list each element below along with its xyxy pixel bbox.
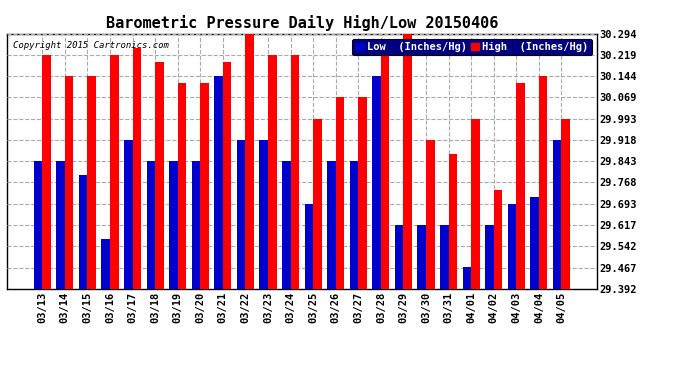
Bar [101, 239, 110, 289]
Bar [381, 55, 389, 289]
Bar [539, 76, 547, 289]
Bar [57, 161, 65, 289]
Bar [42, 55, 51, 289]
Bar [246, 34, 254, 289]
Bar [373, 76, 381, 289]
Bar [313, 119, 322, 289]
Bar [508, 204, 516, 289]
Bar [404, 34, 412, 289]
Bar [132, 48, 141, 289]
Bar [531, 196, 539, 289]
Bar [494, 189, 502, 289]
Bar [562, 119, 570, 289]
Bar [215, 76, 223, 289]
Bar [268, 55, 277, 289]
Bar [169, 161, 178, 289]
Bar [516, 83, 525, 289]
Bar [350, 161, 358, 289]
Bar [259, 140, 268, 289]
Bar [223, 62, 231, 289]
Bar [155, 62, 164, 289]
Bar [192, 161, 200, 289]
Bar [327, 161, 336, 289]
Title: Barometric Pressure Daily High/Low 20150406: Barometric Pressure Daily High/Low 20150… [106, 15, 498, 31]
Bar [200, 83, 209, 289]
Bar [65, 76, 73, 289]
Bar [336, 98, 344, 289]
Bar [178, 83, 186, 289]
Bar [146, 161, 155, 289]
Bar [485, 225, 494, 289]
Bar [124, 140, 132, 289]
Bar [417, 225, 426, 289]
Bar [79, 176, 88, 289]
Bar [395, 225, 404, 289]
Bar [88, 76, 96, 289]
Bar [440, 225, 449, 289]
Bar [471, 119, 480, 289]
Bar [290, 55, 299, 289]
Bar [237, 140, 246, 289]
Bar [358, 98, 367, 289]
Text: Copyright 2015 Cartronics.com: Copyright 2015 Cartronics.com [13, 41, 168, 50]
Legend: Low  (Inches/Hg), High  (Inches/Hg): Low (Inches/Hg), High (Inches/Hg) [352, 39, 591, 55]
Bar [34, 161, 42, 289]
Bar [110, 55, 119, 289]
Bar [553, 140, 562, 289]
Bar [426, 140, 435, 289]
Bar [304, 204, 313, 289]
Bar [462, 267, 471, 289]
Bar [282, 161, 290, 289]
Bar [448, 154, 457, 289]
